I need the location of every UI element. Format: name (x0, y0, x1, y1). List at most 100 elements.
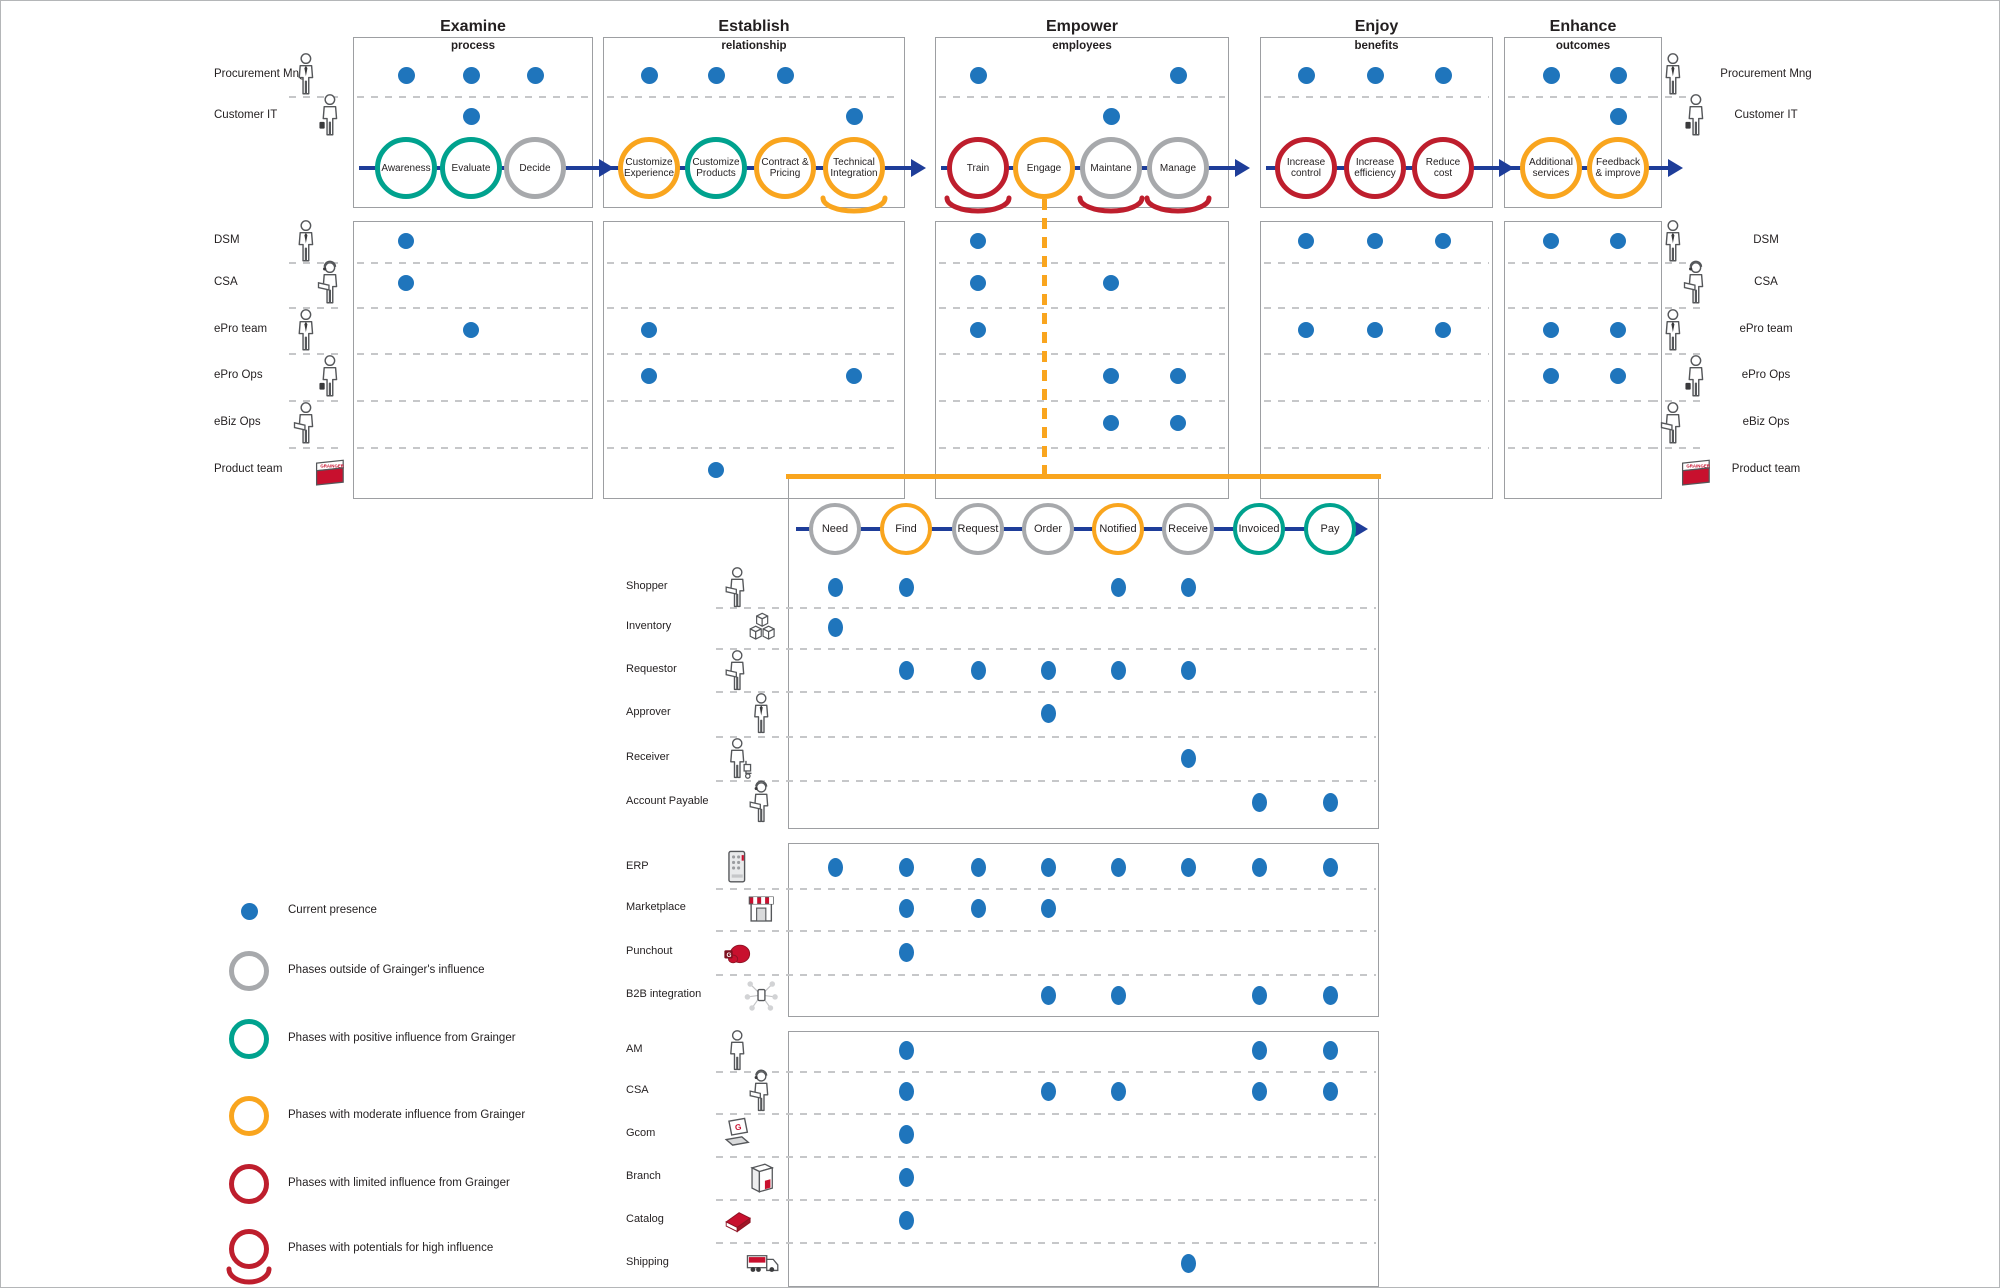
actor-row-separator (1264, 400, 1489, 402)
presence-dot (397, 66, 415, 84)
actor-label-product-team: Product team (214, 463, 283, 475)
phase-subtitle-empower: employees (1052, 40, 1112, 52)
presence-dot (1322, 792, 1338, 812)
presence-dot (970, 233, 986, 249)
step-label: Awareness (381, 162, 431, 174)
sub-row-label-requestor: Requestor (626, 663, 677, 675)
step-circle-maintane: Maintane (1080, 137, 1142, 199)
step-label: Contract & Pricing (761, 157, 809, 179)
truck-icon (746, 1254, 779, 1272)
influence-arc (1144, 195, 1212, 214)
right-actor-separator (1651, 307, 1703, 309)
phase-title-establish: Establish (718, 18, 790, 35)
step-label: Find (895, 523, 917, 535)
sub-row-label-csa: CSA (626, 1084, 649, 1096)
sub-row-label-receiver: Receiver (626, 751, 670, 763)
presence-dot (827, 617, 843, 637)
presence-dot (1040, 703, 1056, 723)
actor-row-separator (1264, 262, 1489, 264)
sub-row-separator (716, 607, 1376, 609)
svg-text:G: G (734, 1122, 742, 1132)
sub-row-separator (716, 1242, 1376, 1244)
presence-dot (240, 902, 258, 920)
actor-row-separator (607, 307, 901, 309)
phase-box-enjoy (1260, 37, 1493, 208)
presence-dot (1435, 322, 1451, 338)
presence-dot (641, 368, 657, 384)
presence-dot (1102, 107, 1120, 125)
step-circle-additional-services: Additional services (1520, 137, 1582, 199)
step-circle-order: Order (1022, 503, 1074, 555)
legend-ring-teal (229, 1019, 269, 1059)
actor-label-csa-right: CSA (1754, 276, 1778, 288)
phase-subtitle-establish: relationship (721, 40, 787, 52)
actor-label-customer-it-right: Customer IT (1734, 109, 1798, 121)
step-circle-customize-products: Customize Products (685, 137, 747, 199)
phase-actor-box-empower (935, 221, 1229, 499)
presence-dot (898, 1167, 914, 1187)
legend-ring-red (229, 1164, 269, 1204)
step-circle-evaluate: Evaluate (440, 137, 502, 199)
sub-row-separator (716, 736, 1376, 738)
laptop-g-icon: G (724, 1117, 750, 1146)
step-label: Feedback & improve (1595, 157, 1641, 179)
presence-dot (1040, 660, 1056, 680)
legend-ring-red (229, 1229, 269, 1269)
phase-box-empower (935, 37, 1229, 208)
person-tie-icon (1665, 309, 1681, 351)
presence-dot (970, 275, 986, 291)
presence-dot (1542, 66, 1560, 84)
person-tie-icon (298, 53, 314, 95)
right-actor-separator (1651, 96, 1703, 98)
network-icon (744, 981, 778, 1011)
person-tool-icon (319, 355, 338, 397)
step-label: Pay (1320, 523, 1340, 535)
presence-dot (1543, 322, 1559, 338)
person-headset-icon (317, 260, 338, 304)
glove-icon: G (724, 944, 750, 964)
presence-dot (776, 66, 794, 84)
presence-dot (1322, 857, 1338, 877)
step-circle-decide: Decide (504, 137, 566, 199)
presence-dot (462, 66, 480, 84)
presence-dot (1170, 368, 1186, 384)
sub-row-label-b2b-integration: B2B integration (626, 988, 702, 1000)
step-circle-contract-pricing: Contract & Pricing (754, 137, 816, 199)
actor-row-separator (357, 307, 589, 309)
phase-title-empower: Empower (1045, 18, 1118, 35)
presence-dot (1110, 1081, 1126, 1101)
left-actor-separator (289, 262, 341, 264)
presence-dot (1322, 1040, 1338, 1060)
step-circle-reduce-cost: Reduce cost (1412, 137, 1474, 199)
presence-dot (1169, 66, 1187, 84)
presence-dot (970, 898, 986, 918)
presence-dot (1251, 792, 1267, 812)
step-label: Manage (1159, 162, 1197, 174)
actor-row-separator (357, 353, 589, 355)
presence-dot (1251, 985, 1267, 1005)
actor-row-separator (939, 262, 1225, 264)
top-row-separator (607, 96, 901, 98)
step-label: Notified (1099, 523, 1137, 535)
presence-dot (970, 857, 986, 877)
actor-label-procurement-mng-right: Procurement Mng (1720, 68, 1812, 80)
journey-arrowhead (599, 159, 614, 177)
presence-dot (1367, 233, 1383, 249)
actor-label-customer-it: Customer IT (214, 109, 278, 121)
presence-dot (1609, 66, 1627, 84)
presence-dot (462, 107, 480, 125)
phase-actor-box-enhance (1504, 221, 1662, 499)
presence-dot (898, 1124, 914, 1144)
person-laptop-icon (725, 566, 745, 607)
legend-ring-orange (229, 1096, 269, 1136)
presence-dot (1435, 233, 1451, 249)
sub-row-separator (716, 648, 1376, 650)
sub-row-label-shopper: Shopper (626, 580, 668, 592)
presence-dot (1434, 66, 1452, 84)
right-actor-separator (1651, 400, 1703, 402)
actor-row-separator (1508, 307, 1658, 309)
person-laptop-icon (1660, 402, 1681, 444)
step-circle-train: Train (947, 137, 1009, 199)
step-circle-technical-integration: Technical Integration (823, 137, 885, 199)
